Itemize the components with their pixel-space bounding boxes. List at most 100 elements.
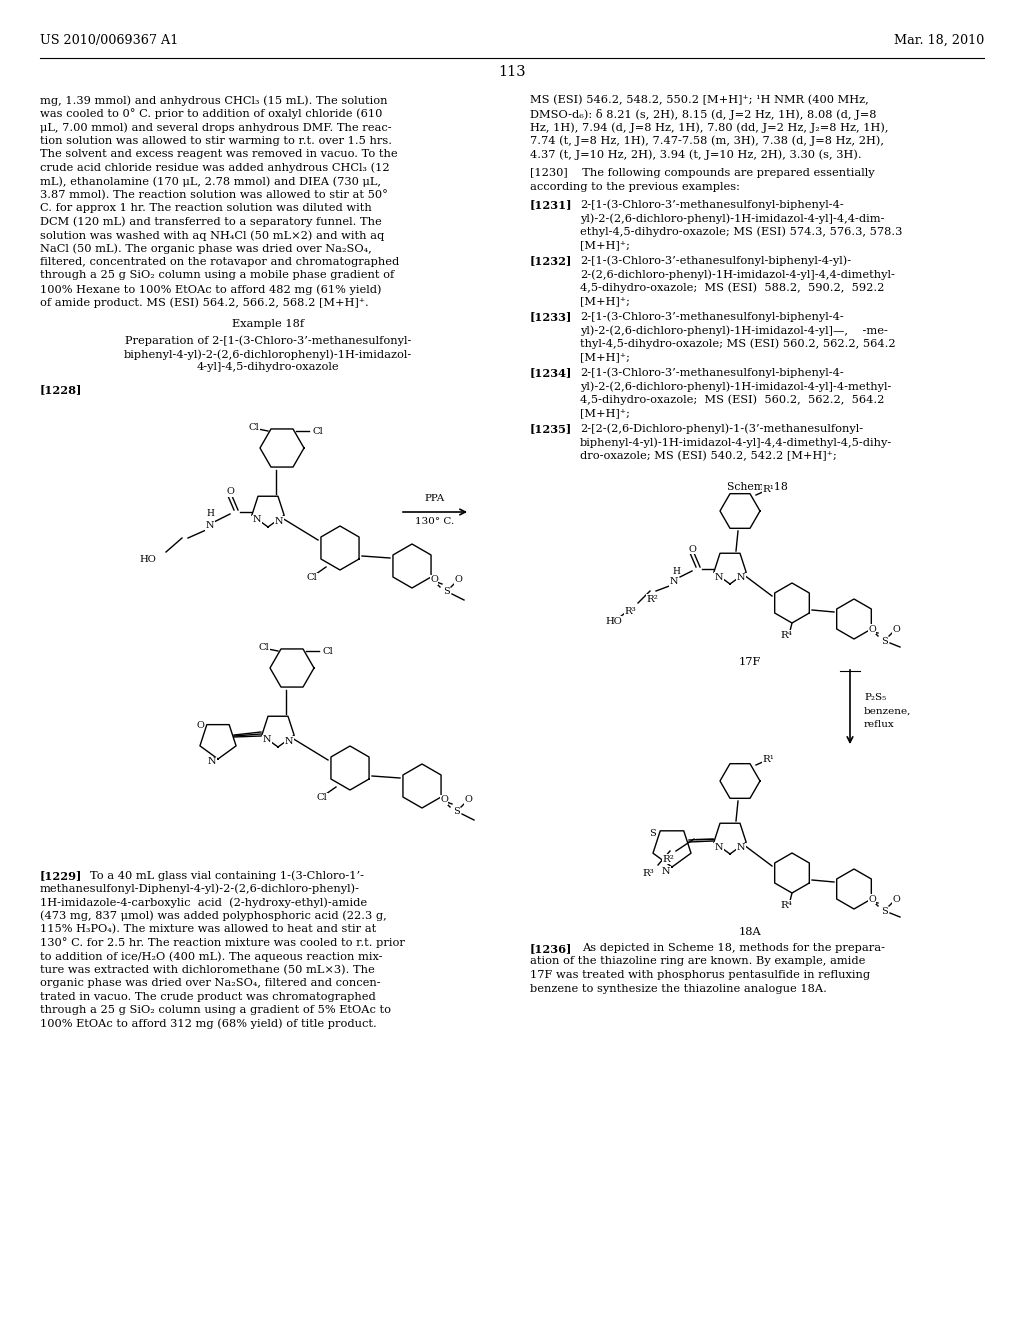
Text: O: O bbox=[454, 576, 462, 585]
Text: solution was washed with aq NH₄Cl (50 mL×2) and with aq: solution was washed with aq NH₄Cl (50 mL… bbox=[40, 230, 384, 240]
Text: thyl-4,5-dihydro-oxazole; MS (ESI) 560.2, 562.2, 564.2: thyl-4,5-dihydro-oxazole; MS (ESI) 560.2… bbox=[580, 338, 896, 348]
Text: MS (ESI) 546.2, 548.2, 550.2 [M+H]⁺; ¹H NMR (400 MHz,: MS (ESI) 546.2, 548.2, 550.2 [M+H]⁺; ¹H … bbox=[530, 95, 868, 106]
Text: [1234]: [1234] bbox=[530, 367, 572, 379]
Text: [M+H]⁺;: [M+H]⁺; bbox=[580, 296, 630, 306]
Text: methanesulfonyl-Diphenyl-4-yl)-2-(2,6-dichloro-phenyl)-: methanesulfonyl-Diphenyl-4-yl)-2-(2,6-di… bbox=[40, 883, 360, 894]
Text: N: N bbox=[206, 521, 214, 531]
Text: N: N bbox=[670, 578, 678, 586]
Text: R³: R³ bbox=[624, 606, 636, 615]
Text: R²: R² bbox=[646, 594, 658, 603]
Text: reflux: reflux bbox=[864, 719, 895, 729]
Text: S: S bbox=[881, 636, 888, 645]
Text: DMSO-d₆): δ 8.21 (s, 2H), 8.15 (d, J=2 Hz, 1H), 8.08 (d, J=8: DMSO-d₆): δ 8.21 (s, 2H), 8.15 (d, J=2 H… bbox=[530, 108, 877, 120]
Text: ture was extracted with dichloromethane (50 mL×3). The: ture was extracted with dichloromethane … bbox=[40, 965, 375, 974]
Text: Hz, 1H), 7.94 (d, J=8 Hz, 1H), 7.80 (dd, J=2 Hz, J₂=8 Hz, 1H),: Hz, 1H), 7.94 (d, J=8 Hz, 1H), 7.80 (dd,… bbox=[530, 121, 889, 132]
Text: Cl: Cl bbox=[323, 648, 334, 656]
Text: O: O bbox=[892, 895, 900, 903]
Text: C. for approx 1 hr. The reaction solution was diluted with: C. for approx 1 hr. The reaction solutio… bbox=[40, 203, 372, 213]
Text: [1236]: [1236] bbox=[530, 942, 572, 954]
Text: 7.74 (t, J=8 Hz, 1H), 7.47-7.58 (m, 3H), 7.38 (d, J=8 Hz, 2H),: 7.74 (t, J=8 Hz, 1H), 7.47-7.58 (m, 3H),… bbox=[530, 136, 884, 147]
Text: R⁴: R⁴ bbox=[780, 900, 792, 909]
Text: mg, 1.39 mmol) and anhydrous CHCl₃ (15 mL). The solution: mg, 1.39 mmol) and anhydrous CHCl₃ (15 m… bbox=[40, 95, 387, 106]
Text: R¹: R¹ bbox=[762, 755, 774, 763]
Text: 100% Hexane to 100% EtOAc to afford 482 mg (61% yield): 100% Hexane to 100% EtOAc to afford 482 … bbox=[40, 284, 382, 294]
Text: 4,5-dihydro-oxazole;  MS (ESI)  588.2,  590.2,  592.2: 4,5-dihydro-oxazole; MS (ESI) 588.2, 590… bbox=[580, 282, 885, 293]
Text: 18A: 18A bbox=[738, 927, 762, 937]
Text: ethyl-4,5-dihydro-oxazole; MS (ESI) 574.3, 576.3, 578.3: ethyl-4,5-dihydro-oxazole; MS (ESI) 574.… bbox=[580, 227, 902, 238]
Text: N: N bbox=[715, 573, 723, 582]
Text: H: H bbox=[206, 510, 214, 519]
Text: 2-[1-(3-Chloro-3’-ethanesulfonyl-biphenyl-4-yl)-: 2-[1-(3-Chloro-3’-ethanesulfonyl-bipheny… bbox=[580, 256, 851, 267]
Text: 4-yl]-4,5-dihydro-oxazole: 4-yl]-4,5-dihydro-oxazole bbox=[197, 363, 339, 372]
Text: [1233]: [1233] bbox=[530, 312, 572, 322]
Text: O: O bbox=[196, 722, 204, 730]
Text: R⁴: R⁴ bbox=[780, 631, 792, 639]
Text: 4.37 (t, J=10 Hz, 2H), 3.94 (t, J=10 Hz, 2H), 3.30 (s, 3H).: 4.37 (t, J=10 Hz, 2H), 3.94 (t, J=10 Hz,… bbox=[530, 149, 861, 160]
Text: 115% H₃PO₄). The mixture was allowed to heat and stir at: 115% H₃PO₄). The mixture was allowed to … bbox=[40, 924, 376, 935]
Text: S: S bbox=[453, 808, 460, 817]
Text: of amide product. MS (ESI) 564.2, 566.2, 568.2 [M+H]⁺.: of amide product. MS (ESI) 564.2, 566.2,… bbox=[40, 297, 369, 308]
Text: As depicted in Scheme 18, methods for the prepara-: As depicted in Scheme 18, methods for th… bbox=[582, 942, 885, 953]
Text: S: S bbox=[648, 829, 655, 837]
Text: R²: R² bbox=[663, 854, 674, 863]
Text: [1229]: [1229] bbox=[40, 870, 82, 880]
Text: yl)-2-(2,6-dichloro-phenyl)-1H-imidazol-4-yl]-4,4-dim-: yl)-2-(2,6-dichloro-phenyl)-1H-imidazol-… bbox=[580, 213, 885, 223]
Text: tion solution was allowed to stir warming to r.t. over 1.5 hrs.: tion solution was allowed to stir warmin… bbox=[40, 136, 392, 145]
Text: N: N bbox=[208, 758, 216, 767]
Text: Cl: Cl bbox=[259, 644, 269, 652]
Text: S: S bbox=[442, 587, 450, 597]
Text: 113: 113 bbox=[499, 65, 525, 79]
Text: [M+H]⁺;: [M+H]⁺; bbox=[580, 240, 630, 249]
Text: US 2010/0069367 A1: US 2010/0069367 A1 bbox=[40, 34, 178, 48]
Text: O: O bbox=[430, 576, 438, 585]
Text: [1230]    The following compounds are prepared essentially: [1230] The following compounds are prepa… bbox=[530, 169, 874, 178]
Text: Cl: Cl bbox=[306, 573, 317, 582]
Text: according to the previous examples:: according to the previous examples: bbox=[530, 182, 740, 191]
Text: 2-[1-(3-Chloro-3’-methanesulfonyl-biphenyl-4-: 2-[1-(3-Chloro-3’-methanesulfonyl-biphen… bbox=[580, 199, 844, 210]
Text: trated in vacuo. The crude product was chromatographed: trated in vacuo. The crude product was c… bbox=[40, 991, 376, 1002]
Text: biphenyl-4-yl)-1H-imidazol-4-yl]-4,4-dimethyl-4,5-dihy-: biphenyl-4-yl)-1H-imidazol-4-yl]-4,4-dim… bbox=[580, 437, 892, 447]
Text: O: O bbox=[688, 544, 696, 553]
Text: 2-[2-(2,6-Dichloro-phenyl)-1-(3’-methanesulfonyl-: 2-[2-(2,6-Dichloro-phenyl)-1-(3’-methane… bbox=[580, 424, 863, 434]
Text: P₂S₅: P₂S₅ bbox=[864, 693, 886, 702]
Text: [1232]: [1232] bbox=[530, 256, 572, 267]
Text: O: O bbox=[868, 624, 876, 634]
Text: 130° C. for 2.5 hr. The reaction mixture was cooled to r.t. prior: 130° C. for 2.5 hr. The reaction mixture… bbox=[40, 937, 404, 948]
Text: Example 18f: Example 18f bbox=[232, 319, 304, 329]
Text: O: O bbox=[868, 895, 876, 903]
Text: was cooled to 0° C. prior to addition of oxalyl chloride (610: was cooled to 0° C. prior to addition of… bbox=[40, 108, 382, 119]
Text: yl)-2-(2,6-dichloro-phenyl)-1H-imidazol-4-yl]—,    -me-: yl)-2-(2,6-dichloro-phenyl)-1H-imidazol-… bbox=[580, 325, 888, 335]
Text: 3.87 mmol). The reaction solution was allowed to stir at 50°: 3.87 mmol). The reaction solution was al… bbox=[40, 190, 388, 201]
Text: H: H bbox=[672, 566, 680, 576]
Text: To a 40 mL glass vial containing 1-(3-Chloro-1’-: To a 40 mL glass vial containing 1-(3-Ch… bbox=[90, 870, 364, 880]
Text: Mar. 18, 2010: Mar. 18, 2010 bbox=[894, 34, 984, 48]
Text: ation of the thiazoline ring are known. By example, amide: ation of the thiazoline ring are known. … bbox=[530, 957, 865, 966]
Text: dro-oxazole; MS (ESI) 540.2, 542.2 [M+H]⁺;: dro-oxazole; MS (ESI) 540.2, 542.2 [M+H]… bbox=[580, 450, 837, 461]
Text: through a 25 g SiO₂ column using a gradient of 5% EtOAc to: through a 25 g SiO₂ column using a gradi… bbox=[40, 1005, 391, 1015]
Text: 2-(2,6-dichloro-phenyl)-1H-imidazol-4-yl]-4,4-dimethyl-: 2-(2,6-dichloro-phenyl)-1H-imidazol-4-yl… bbox=[580, 269, 895, 280]
Text: Cl: Cl bbox=[316, 793, 328, 803]
Text: R³: R³ bbox=[642, 869, 654, 878]
Text: O: O bbox=[226, 487, 233, 496]
Text: to addition of ice/H₂O (400 mL). The aqueous reaction mix-: to addition of ice/H₂O (400 mL). The aqu… bbox=[40, 950, 383, 961]
Text: through a 25 g SiO₂ column using a mobile phase gradient of: through a 25 g SiO₂ column using a mobil… bbox=[40, 271, 394, 281]
Text: Cl: Cl bbox=[249, 424, 259, 433]
Text: N: N bbox=[736, 573, 745, 582]
Text: biphenyl-4-yl)-2-(2,6-dichlorophenyl)-1H-imidazol-: biphenyl-4-yl)-2-(2,6-dichlorophenyl)-1H… bbox=[124, 348, 412, 359]
Text: Cl: Cl bbox=[312, 428, 324, 437]
Text: N: N bbox=[285, 737, 293, 746]
Text: crude acid chloride residue was added anhydrous CHCl₃ (12: crude acid chloride residue was added an… bbox=[40, 162, 389, 173]
Text: 1H-imidazole-4-carboxylic  acid  (2-hydroxy-ethyl)-amide: 1H-imidazole-4-carboxylic acid (2-hydrox… bbox=[40, 898, 368, 908]
Text: N: N bbox=[715, 842, 723, 851]
Text: organic phase was dried over Na₂SO₄, filtered and concen-: organic phase was dried over Na₂SO₄, fil… bbox=[40, 978, 381, 987]
Text: 100% EtOAc to afford 312 mg (68% yield) of title product.: 100% EtOAc to afford 312 mg (68% yield) … bbox=[40, 1019, 377, 1030]
Text: [1228]: [1228] bbox=[40, 384, 82, 395]
Text: (473 mg, 837 μmol) was added polyphosphoric acid (22.3 g,: (473 mg, 837 μmol) was added polyphospho… bbox=[40, 911, 387, 921]
Text: [M+H]⁺;: [M+H]⁺; bbox=[580, 408, 630, 418]
Text: yl)-2-(2,6-dichloro-phenyl)-1H-imidazol-4-yl]-4-methyl-: yl)-2-(2,6-dichloro-phenyl)-1H-imidazol-… bbox=[580, 381, 891, 392]
Text: N: N bbox=[736, 843, 745, 853]
Text: DCM (120 mL) and transferred to a separatory funnel. The: DCM (120 mL) and transferred to a separa… bbox=[40, 216, 382, 227]
Text: HO: HO bbox=[139, 556, 157, 565]
Text: R¹: R¹ bbox=[762, 484, 774, 494]
Text: HO: HO bbox=[605, 616, 623, 626]
